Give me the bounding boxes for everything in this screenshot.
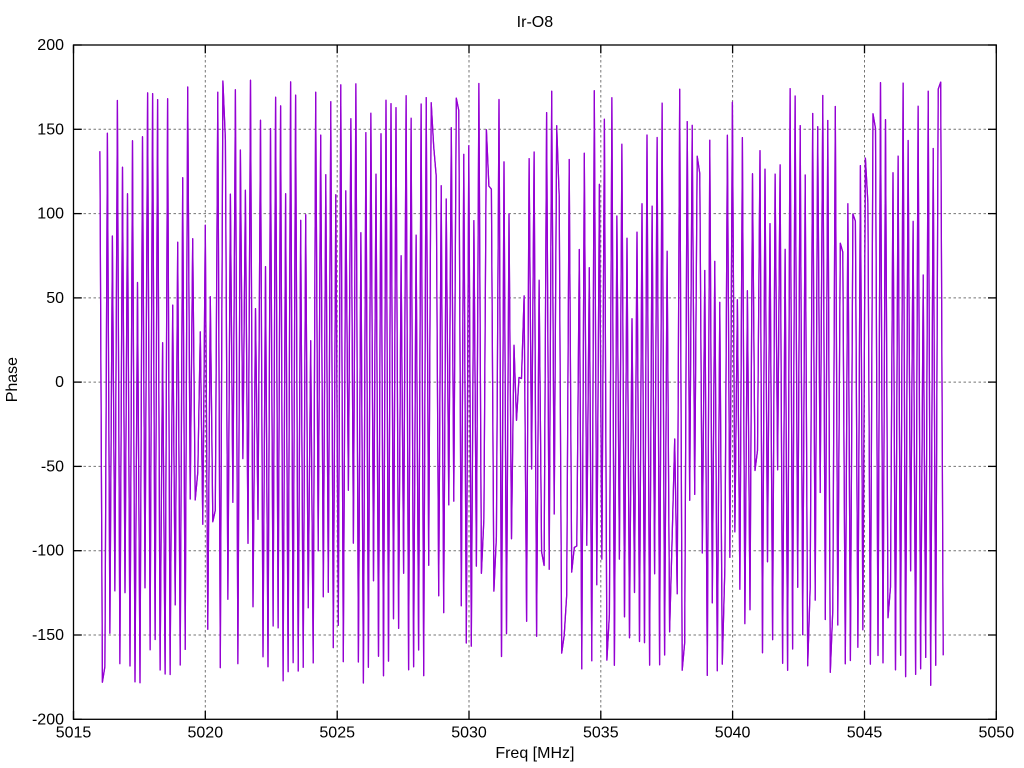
svg-text:5050: 5050 [979,725,1015,742]
svg-text:5020: 5020 [188,725,224,742]
svg-text:Phase: Phase [4,357,21,402]
svg-text:100: 100 [37,206,64,223]
svg-text:5015: 5015 [56,725,92,742]
svg-text:5030: 5030 [451,725,487,742]
svg-text:200: 200 [37,37,64,54]
svg-text:5045: 5045 [847,725,883,742]
svg-text:-150: -150 [32,627,64,644]
svg-text:Freq [MHz]: Freq [MHz] [495,745,574,762]
svg-text:5025: 5025 [319,725,355,742]
svg-text:-200: -200 [32,711,64,728]
svg-text:150: 150 [37,121,64,138]
svg-text:-100: -100 [32,543,64,560]
svg-text:50: 50 [46,290,64,307]
svg-text:0: 0 [55,374,64,391]
svg-text:-50: -50 [41,458,64,475]
svg-text:Ir-O8: Ir-O8 [517,14,554,31]
svg-text:5035: 5035 [583,725,619,742]
svg-text:5040: 5040 [715,725,751,742]
